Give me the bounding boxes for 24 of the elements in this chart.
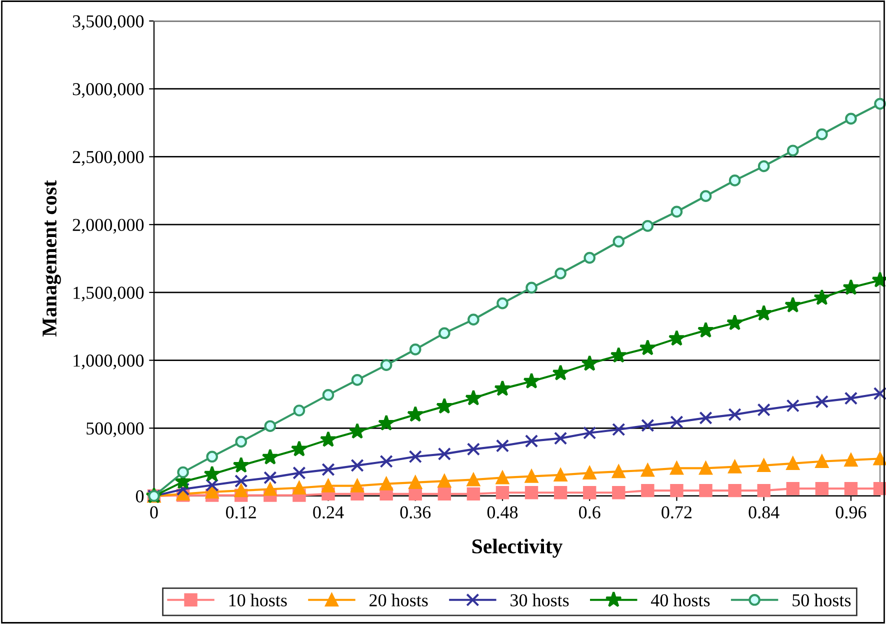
- y-tick-label: 3,000,000: [72, 83, 144, 98]
- x-tick-label: 0: [150, 506, 158, 518]
- legend-label: 50 hosts: [792, 594, 851, 606]
- y-axis-title: Management cost: [42, 180, 61, 337]
- legend-label: 40 hosts: [650, 594, 710, 606]
- x-tick-label: 0.72: [662, 506, 692, 519]
- x-tick-label: 0.36: [400, 506, 431, 519]
- y-tick-label: 2,500,000: [72, 150, 144, 166]
- legend-label: 20 hosts: [370, 594, 428, 606]
- x-axis-title: Selectivity: [472, 538, 562, 558]
- y-tick-label: 500,000: [86, 422, 144, 438]
- x-tick-label: 0.6: [579, 506, 600, 519]
- x-tick-label: 0.84: [748, 506, 780, 519]
- x-tick-label: 0.96: [836, 506, 866, 519]
- x-tick-label: 0.24: [313, 506, 344, 519]
- y-tick-label: 2,000,000: [72, 218, 144, 234]
- x-tick-label: 0.48: [487, 506, 518, 519]
- x-tick-label: 0.12: [226, 506, 256, 519]
- y-tick-label: 0: [136, 490, 144, 502]
- y-tick-label: 1,500,000: [74, 286, 144, 302]
- legend-label: 10 hosts: [229, 594, 287, 606]
- y-tick-label: 1,000,000: [74, 354, 144, 370]
- legend-label: 30 hosts: [510, 594, 569, 606]
- y-tick-label: 3,500,000: [72, 15, 144, 30]
